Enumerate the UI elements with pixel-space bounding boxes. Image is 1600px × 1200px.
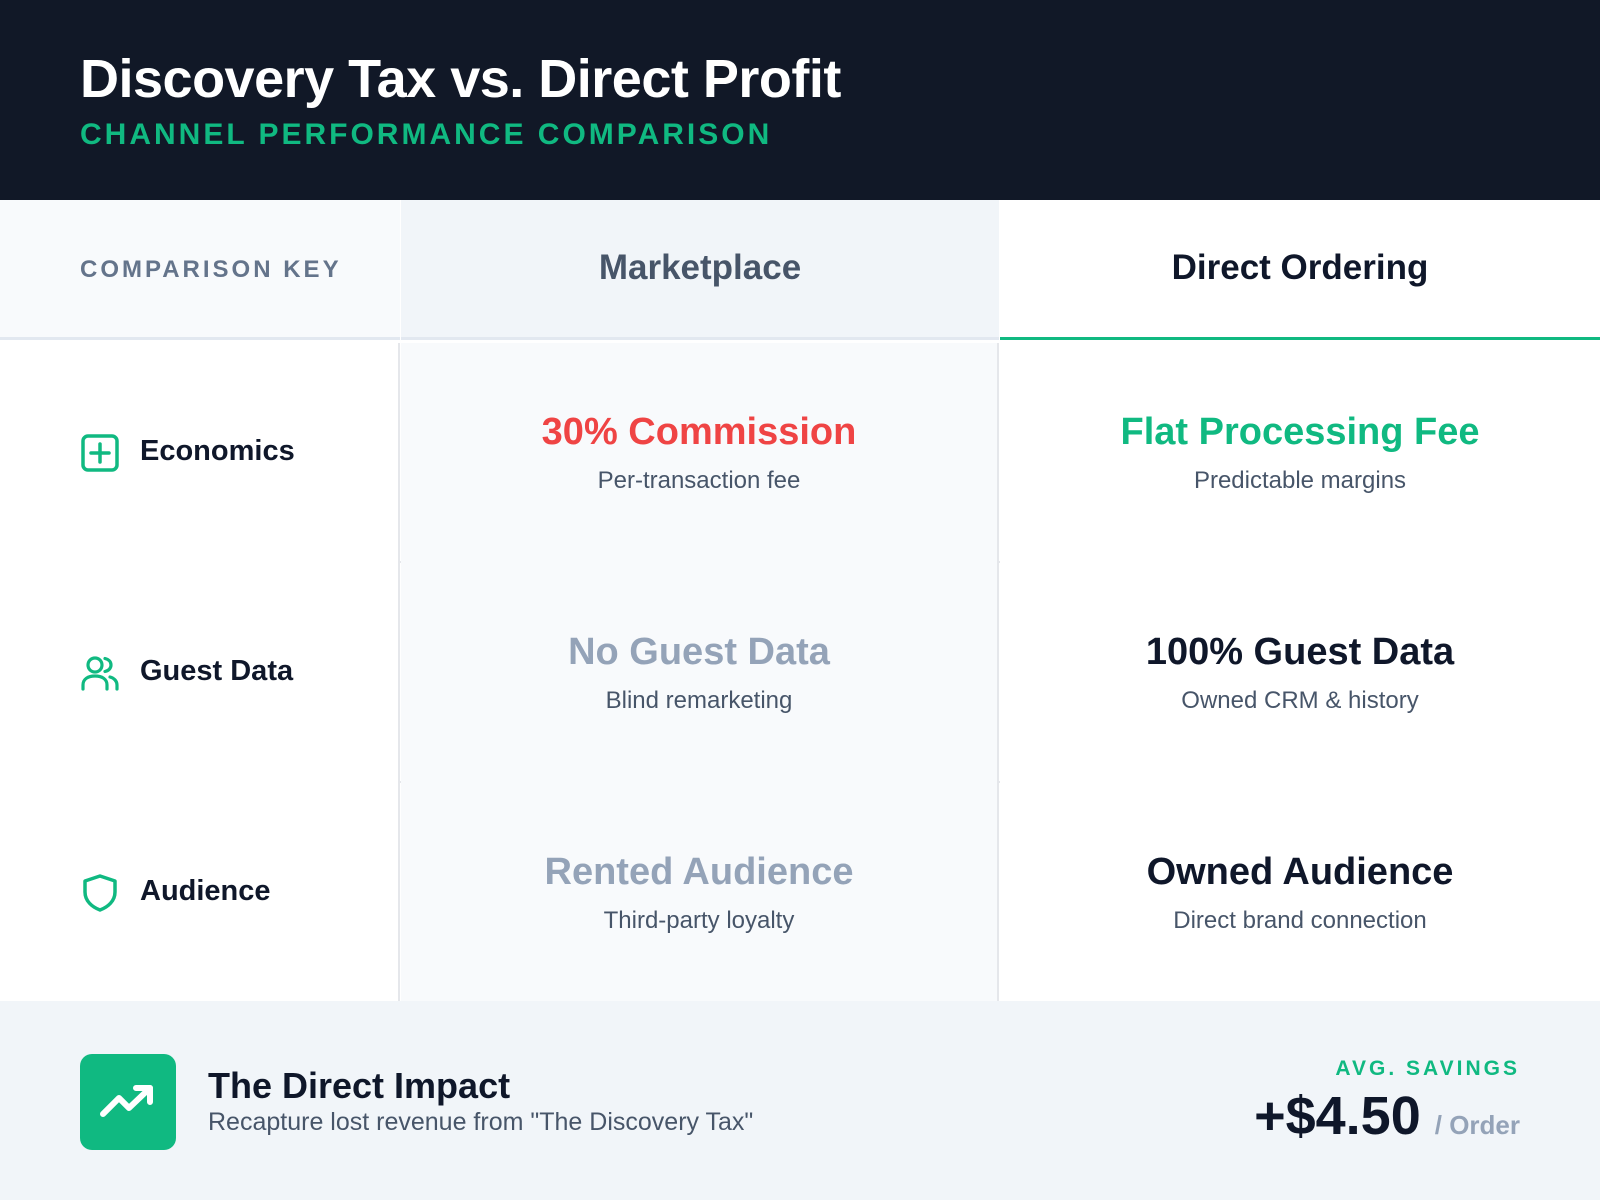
marketplace-value: Rented Audience <box>544 851 854 893</box>
table-row-audience: Audience Rented Audience Third-party loy… <box>0 783 1600 1003</box>
direct-cell: Owned Audience Direct brand connection <box>1000 783 1600 1003</box>
direct-detail: Owned CRM & history <box>1181 687 1419 714</box>
direct-value: Flat Processing Fee <box>1120 411 1480 453</box>
marketplace-cell: 30% Commission Per-transaction fee <box>401 343 999 563</box>
row-label: Guest Data <box>140 655 294 687</box>
header-marketplace-cell: Marketplace <box>401 200 999 340</box>
direct-detail: Predictable margins <box>1193 467 1407 494</box>
marketplace-detail: Third-party loyalty <box>603 907 795 934</box>
impact-icon-box <box>80 1054 176 1150</box>
direct-value: Owned Audience <box>1146 851 1454 893</box>
page-header: Discovery Tax vs. Direct Profit CHANNEL … <box>0 0 1600 200</box>
trending-up-icon <box>100 1085 153 1117</box>
savings-row: +$4.50 / Order <box>1254 1085 1520 1147</box>
table-row-economics: Economics 30% Commission Per-transaction… <box>0 343 1600 563</box>
marketplace-detail: Per-transaction fee <box>597 467 801 494</box>
savings-value: +$4.50 <box>1254 1086 1421 1146</box>
column-title-direct: Direct Ordering <box>1171 248 1429 287</box>
row-label: Audience <box>140 875 271 907</box>
row-key-cell: Economics <box>0 343 400 563</box>
impact-title: The Direct Impact <box>208 1065 511 1106</box>
direct-value: 100% Guest Data <box>1145 631 1455 673</box>
marketplace-value: 30% Commission <box>541 411 857 453</box>
table-row-guest-data: Guest Data No Guest Data Blind remarketi… <box>0 563 1600 783</box>
page-subtitle: CHANNEL PERFORMANCE COMPARISON <box>80 118 773 151</box>
marketplace-detail: Blind remarketing <box>605 687 793 714</box>
row-key-cell: Audience <box>0 783 400 1003</box>
column-title-marketplace: Marketplace <box>598 248 802 287</box>
page-title: Discovery Tax vs. Direct Profit <box>80 49 841 109</box>
savings-unit: / Order <box>1434 1110 1520 1140</box>
row-key-cell: Guest Data <box>0 563 400 783</box>
row-label: Economics <box>140 435 295 467</box>
direct-detail: Direct brand connection <box>1173 907 1427 934</box>
header-key-cell: COMPARISON KEY <box>0 200 400 340</box>
table-header-row: COMPARISON KEY Marketplace Direct Orderi… <box>0 200 1600 340</box>
impact-footer: The Direct Impact Recapture lost revenue… <box>0 1001 1600 1200</box>
users-icon <box>81 656 119 691</box>
shield-icon <box>83 874 117 912</box>
marketplace-cell: Rented Audience Third-party loyalty <box>401 783 999 1003</box>
direct-cell: 100% Guest Data Owned CRM & history <box>1000 563 1600 783</box>
marketplace-cell: No Guest Data Blind remarketing <box>401 563 999 783</box>
impact-subtitle: Recapture lost revenue from "The Discove… <box>208 1108 754 1136</box>
marketplace-value: No Guest Data <box>568 631 830 673</box>
plus-square-icon <box>81 434 119 472</box>
header-direct-cell: Direct Ordering <box>1000 200 1600 340</box>
savings-label: AVG. SAVINGS <box>1335 1057 1520 1080</box>
comparison-key-label: COMPARISON KEY <box>80 256 342 283</box>
direct-cell: Flat Processing Fee Predictable margins <box>1000 343 1600 563</box>
